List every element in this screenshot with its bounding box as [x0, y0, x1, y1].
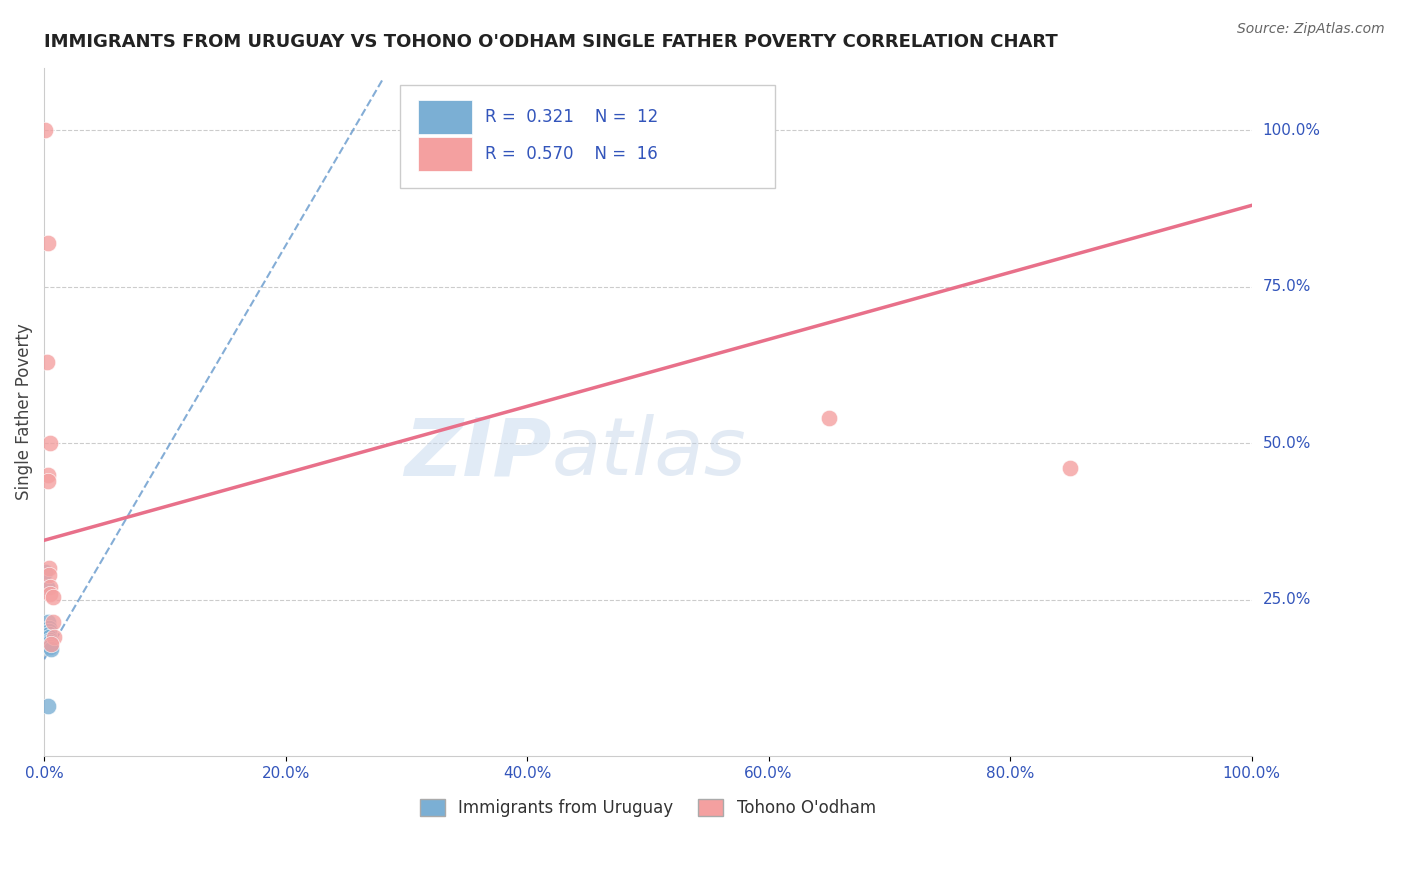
Point	[39, 633, 62, 648]
Point	[37, 235, 59, 250]
Point	[34, 565, 56, 579]
Text: 50.0%: 50.0%	[1263, 436, 1310, 450]
Text: Source: ZipAtlas.com: Source: ZipAtlas.com	[1237, 22, 1385, 37]
Point	[34, 123, 56, 137]
Legend: Immigrants from Uruguay, Tohono O'odham: Immigrants from Uruguay, Tohono O'odham	[413, 792, 883, 823]
Point	[39, 586, 62, 600]
Point	[42, 630, 65, 644]
FancyBboxPatch shape	[419, 136, 471, 170]
Text: IMMIGRANTS FROM URUGUAY VS TOHONO O'ODHAM SINGLE FATHER POVERTY CORRELATION CHAR: IMMIGRANTS FROM URUGUAY VS TOHONO O'ODHA…	[44, 33, 1057, 51]
Point	[41, 615, 63, 629]
FancyBboxPatch shape	[419, 101, 471, 134]
Point	[37, 699, 59, 714]
Point	[41, 637, 63, 651]
Text: 25.0%: 25.0%	[1263, 592, 1310, 607]
Point	[38, 627, 60, 641]
Point	[39, 580, 62, 594]
Text: atlas: atlas	[551, 414, 747, 492]
Point	[35, 355, 58, 369]
Point	[38, 624, 60, 638]
Text: R =  0.570    N =  16: R = 0.570 N = 16	[485, 145, 658, 162]
Point	[35, 580, 58, 594]
Point	[38, 630, 60, 644]
Point	[38, 561, 60, 575]
Point	[41, 590, 63, 604]
Y-axis label: Single Father Poverty: Single Father Poverty	[15, 324, 32, 500]
Text: ZIP: ZIP	[404, 414, 551, 492]
Point	[39, 640, 62, 654]
Point	[38, 567, 60, 582]
Point	[37, 474, 59, 488]
Point	[37, 615, 59, 629]
Point	[1059, 461, 1081, 475]
Point	[38, 621, 60, 635]
Point	[39, 635, 62, 649]
Text: 75.0%: 75.0%	[1263, 279, 1310, 294]
Point	[37, 467, 59, 482]
Point	[39, 436, 62, 450]
Text: R =  0.321    N =  12: R = 0.321 N = 12	[485, 108, 658, 127]
Point	[818, 411, 841, 425]
Point	[41, 641, 63, 656]
FancyBboxPatch shape	[401, 85, 775, 188]
Text: 100.0%: 100.0%	[1263, 123, 1320, 137]
